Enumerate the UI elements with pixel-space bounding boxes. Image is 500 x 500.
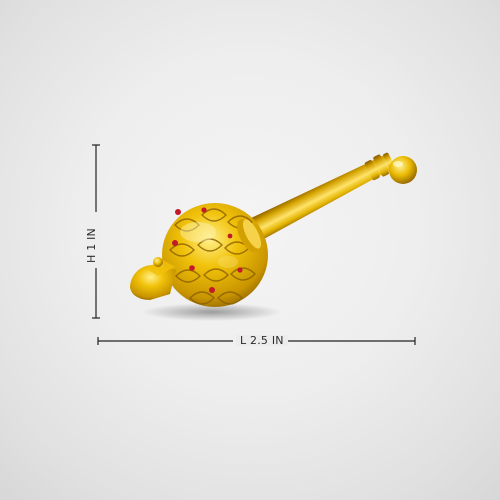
mace-finial: [130, 257, 176, 300]
length-dimension-label: L 2.5 IN: [236, 335, 288, 346]
handle-knob: [389, 156, 417, 184]
product-shadow: [142, 303, 282, 321]
measurement-lines: [92, 144, 416, 345]
mace-head: [162, 203, 268, 307]
height-dimension-label: H 1 IN: [84, 228, 98, 263]
